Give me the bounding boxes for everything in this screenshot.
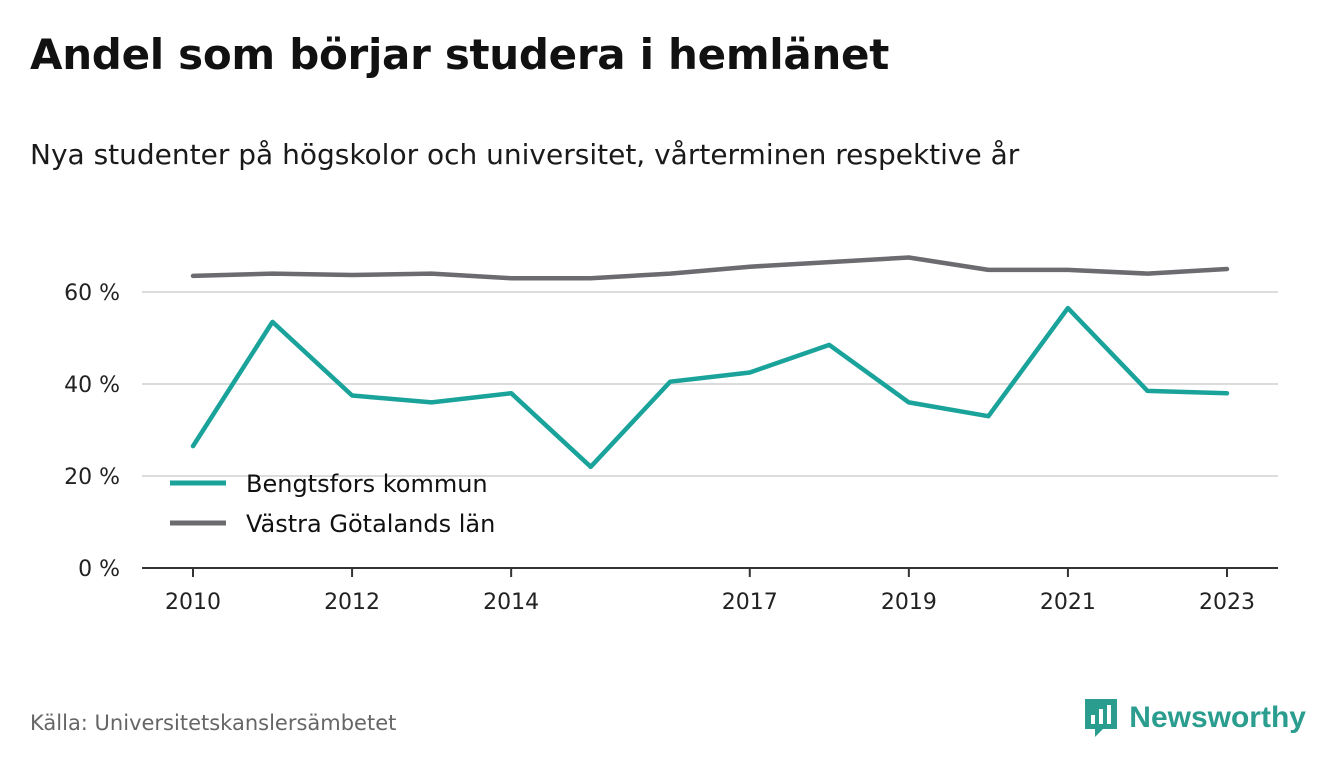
- legend-label: Bengtsfors kommun: [246, 470, 488, 498]
- source-note: Källa: Universitetskanslersämbetet: [30, 711, 397, 735]
- newsworthy-logo-icon: [1085, 699, 1118, 737]
- legend: Bengtsfors kommun Västra Götalands län: [170, 470, 495, 538]
- gridlines: [142, 291, 1278, 477]
- x-tick-label: 2012: [324, 590, 380, 615]
- y-tick-label: 60 %: [64, 281, 120, 306]
- x-tick-label: 2019: [881, 590, 937, 615]
- brand-logo: Newsworthy: [1083, 697, 1306, 739]
- x-axis: 2010 2012 2014 2017 2019 2021 2023: [142, 567, 1278, 615]
- x-tick-label: 2021: [1040, 590, 1096, 615]
- legend-label: Västra Götalands län: [246, 510, 495, 538]
- series-line-1: [190, 255, 1230, 281]
- x-tick-label: 2014: [483, 590, 539, 615]
- y-tick-label: 0 %: [78, 557, 120, 582]
- x-tick-label: 2017: [722, 590, 778, 615]
- y-tick-label: 20 %: [64, 465, 120, 490]
- brand-name: Newsworthy: [1129, 701, 1306, 734]
- series-line-0: [190, 305, 1230, 470]
- y-axis: 0 % 20 % 40 % 60 %: [64, 281, 120, 582]
- chart-title: Andel som börjar studera i hemlänet: [30, 30, 889, 79]
- x-tick-label: 2010: [165, 590, 221, 615]
- chart-subtitle: Nya studenter på högskolor och universit…: [30, 138, 1020, 171]
- series-lines: [190, 255, 1230, 470]
- x-tick-label: 2023: [1199, 590, 1255, 615]
- y-tick-label: 40 %: [64, 373, 120, 398]
